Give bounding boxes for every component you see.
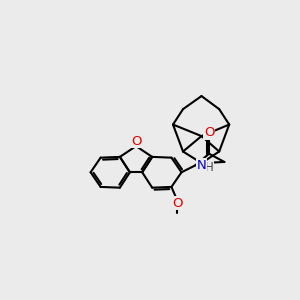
Text: O: O [172,196,183,209]
Text: O: O [131,134,141,148]
Text: H: H [205,161,213,174]
Text: O: O [204,127,214,140]
Text: N: N [197,159,206,172]
